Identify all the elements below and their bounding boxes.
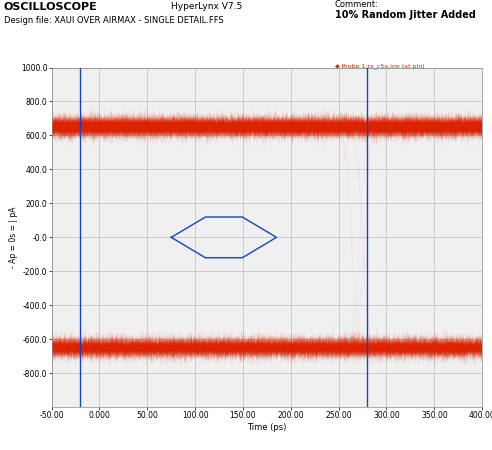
Text: OSCILLOSCOPE: OSCILLOSCOPE (4, 2, 98, 12)
X-axis label: Time (ps): Time (ps) (247, 423, 287, 432)
Text: HyperLynx V7.5: HyperLynx V7.5 (171, 2, 242, 11)
Text: Design file: XAUI OVER AIRMAX - SINGLE DETAIL.FFS: Design file: XAUI OVER AIRMAX - SINGLE D… (4, 16, 224, 25)
Text: 10% Random Jitter Added: 10% Random Jitter Added (335, 10, 475, 20)
Text: ◆ Probe 1:rx_c5a.ine (at pin): ◆ Probe 1:rx_c5a.ine (at pin) (335, 63, 424, 69)
Y-axis label: - Ap = 0s = | pA: - Ap = 0s = | pA (9, 207, 18, 268)
Text: Comment:: Comment: (335, 0, 378, 9)
